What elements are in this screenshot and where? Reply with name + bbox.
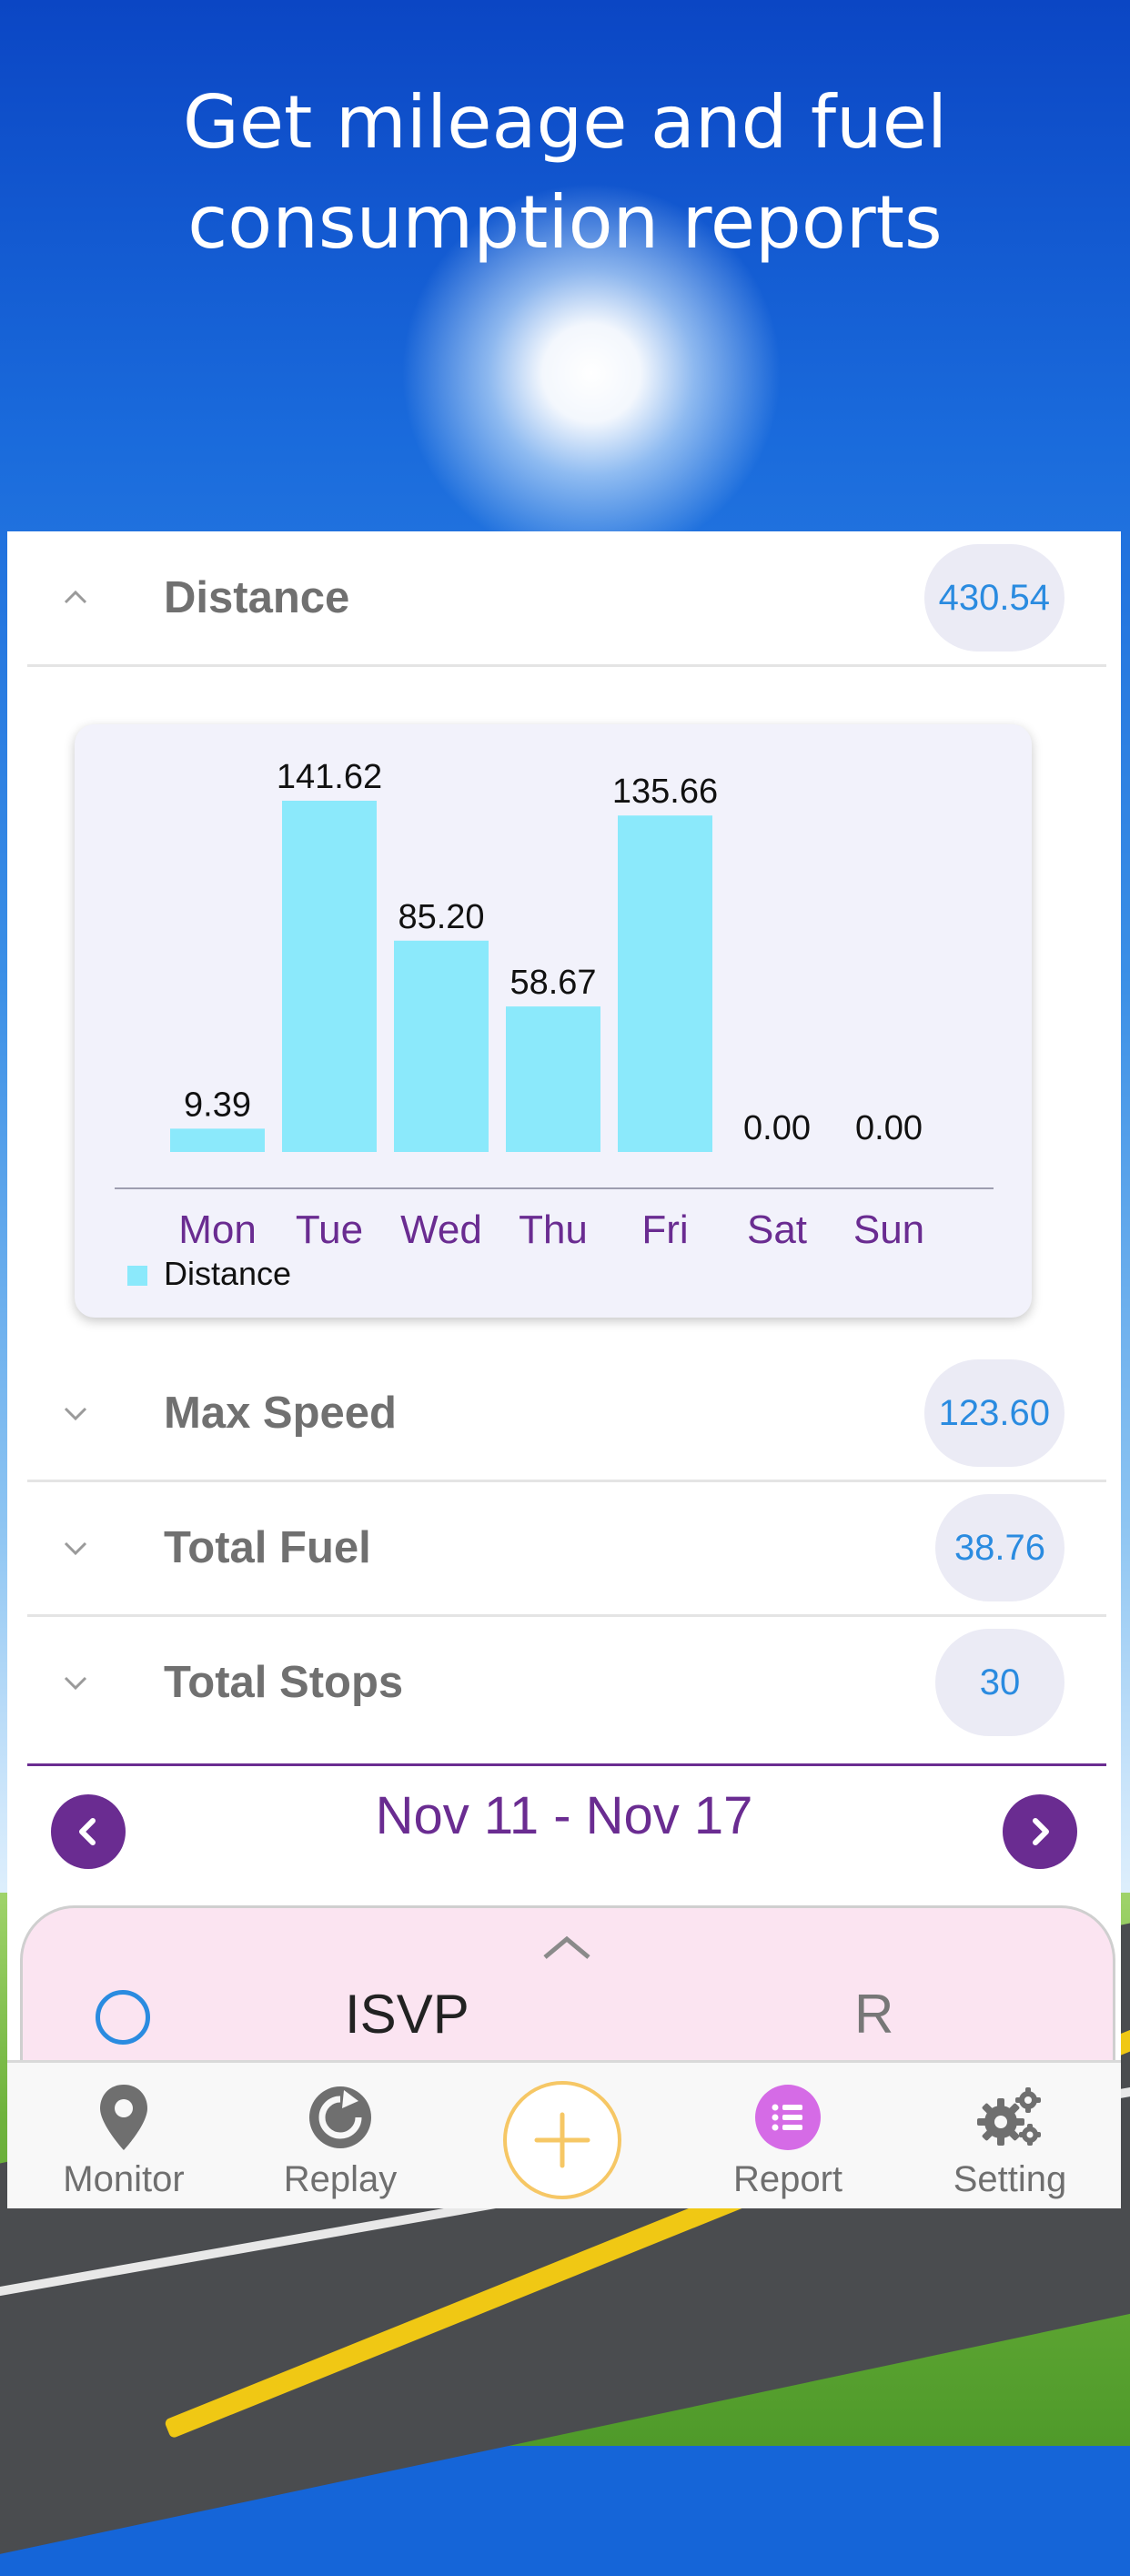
date-range-label: Nov 11 - Nov 17 xyxy=(375,1786,753,1845)
drawer-handle-chevron-up-icon[interactable] xyxy=(541,1934,592,1961)
chart-bar-tue xyxy=(282,801,377,1152)
vehicle-right-text: R xyxy=(854,1984,894,2045)
chart-bar-wed xyxy=(394,940,489,1152)
tab-label-replay: Replay xyxy=(283,2159,398,2199)
distance-chart-card: 9.39 Mon 141.62 Tue 85.20 Wed 58.67 Thu 135.66 Fr… xyxy=(75,724,1032,1318)
chart-value-label: 58.67 xyxy=(510,964,596,1002)
chevron-down-icon[interactable] xyxy=(62,1669,89,1696)
section-total-stops[interactable]: Total Stops 30 xyxy=(27,1616,1106,1749)
previous-week-button[interactable] xyxy=(51,1794,126,1869)
chart-category-label: Tue xyxy=(296,1207,363,1252)
section-distance[interactable]: Distance 430.54 xyxy=(27,531,1106,667)
date-divider xyxy=(27,1763,1106,1766)
chevron-right-icon xyxy=(1033,1818,1049,1845)
chart-bar-thu xyxy=(506,1006,600,1152)
section-title-distance: Distance xyxy=(164,573,350,622)
replay-icon xyxy=(306,2083,375,2152)
vehicle-select-radio[interactable] xyxy=(96,1990,150,2045)
bottom-tab-bar: Monitor Replay xyxy=(7,2060,1121,2208)
legend-label: Distance xyxy=(164,1255,291,1292)
chevron-down-icon[interactable] xyxy=(62,1399,89,1427)
headline-line-1: Get mileage and fuel xyxy=(182,80,948,165)
distance-value-badge: 430.54 xyxy=(923,544,1064,652)
chevron-down-icon[interactable] xyxy=(62,1534,89,1561)
chart-category-label: Fri xyxy=(641,1207,688,1252)
map-pin-icon xyxy=(89,2083,158,2152)
legend-swatch xyxy=(127,1266,147,1286)
chart-bar-fri xyxy=(618,815,712,1152)
chart-category-label: Thu xyxy=(519,1207,588,1252)
tab-monitor[interactable]: Monitor xyxy=(33,2063,215,2208)
gears-icon xyxy=(975,2083,1044,2152)
total-stops-value-badge: 30 xyxy=(935,1629,1064,1736)
chart-category-label: Sat xyxy=(747,1207,807,1252)
chart-bar-mon xyxy=(170,1128,265,1152)
report-panel: Distance 430.54 9.39 Mon 141.62 Tue 85.20 Wed… xyxy=(7,531,1121,2208)
tab-replay[interactable]: Replay xyxy=(249,2063,431,2208)
section-title-total-fuel: Total Fuel xyxy=(164,1523,371,1572)
section-title-total-stops: Total Stops xyxy=(164,1658,404,1707)
distance-bar-chart: 9.39 Mon 141.62 Tue 85.20 Wed 58.67 Thu 135.66 Fr… xyxy=(115,758,994,1292)
vehicle-name: ISVP xyxy=(345,1984,469,2045)
tab-label-monitor: Monitor xyxy=(63,2159,185,2199)
total-fuel-value-badge: 38.76 xyxy=(935,1494,1064,1601)
section-title-max-speed: Max Speed xyxy=(164,1389,397,1438)
plus-icon xyxy=(534,2112,590,2168)
chart-value-label: 0.00 xyxy=(855,1109,923,1147)
chart-category-label: Mon xyxy=(178,1207,257,1252)
report-list-icon xyxy=(753,2083,822,2152)
chevron-left-icon xyxy=(79,1818,96,1845)
tab-label-setting: Setting xyxy=(953,2159,1067,2199)
sun-glow xyxy=(400,182,782,564)
tab-label-report: Report xyxy=(732,2159,843,2199)
chart-category-label: Sun xyxy=(853,1207,924,1252)
promo-headline: Get mileage and fuel consumption reports xyxy=(0,73,1130,273)
max-speed-value-badge: 123.60 xyxy=(923,1359,1064,1467)
chart-value-label: 0.00 xyxy=(743,1109,811,1147)
chart-value-label: 135.66 xyxy=(612,773,718,811)
tab-report[interactable]: Report xyxy=(697,2063,879,2208)
headline-line-2: consumption reports xyxy=(187,180,943,265)
section-max-speed[interactable]: Max Speed 123.60 xyxy=(27,1347,1106,1482)
chevron-up-icon[interactable] xyxy=(62,584,89,611)
chart-category-label: Wed xyxy=(400,1207,482,1252)
next-week-button[interactable] xyxy=(1003,1794,1077,1869)
chart-value-label: 9.39 xyxy=(184,1086,251,1124)
chart-value-label: 141.62 xyxy=(277,758,382,796)
add-button[interactable] xyxy=(503,2081,621,2199)
section-total-fuel[interactable]: Total Fuel 38.76 xyxy=(27,1481,1106,1617)
tab-setting[interactable]: Setting xyxy=(919,2063,1101,2208)
chart-value-label: 85.20 xyxy=(398,898,484,936)
